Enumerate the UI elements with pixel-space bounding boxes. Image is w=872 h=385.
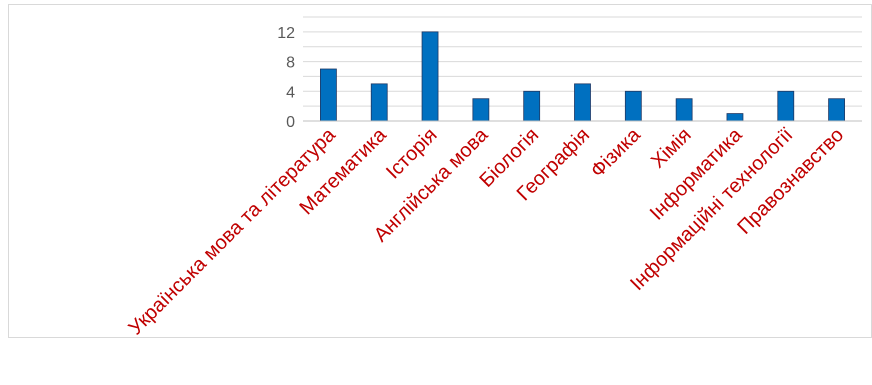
bar [472, 98, 490, 122]
y-tick-label: 12 [277, 25, 295, 42]
y-axis-ticks: 0 4 8 12 [277, 25, 295, 131]
bars [320, 31, 845, 122]
bar [523, 90, 541, 122]
category-labels: Українська мова та літератураМатематикаІ… [125, 123, 849, 339]
bar [624, 90, 642, 122]
y-tick-label: 4 [286, 84, 295, 101]
bar [320, 68, 337, 122]
category-label: Фізика [587, 123, 646, 182]
bar [777, 90, 795, 122]
chart-frame [8, 4, 872, 338]
bar [574, 83, 591, 122]
bar [828, 98, 845, 122]
y-tick-label: 0 [286, 114, 295, 131]
gridlines [303, 16, 862, 107]
bar [421, 31, 439, 122]
bar [675, 98, 693, 122]
bar [726, 113, 744, 122]
y-tick-label: 8 [286, 55, 295, 72]
category-label: Українська мова та література [125, 123, 341, 339]
bar [370, 83, 388, 122]
